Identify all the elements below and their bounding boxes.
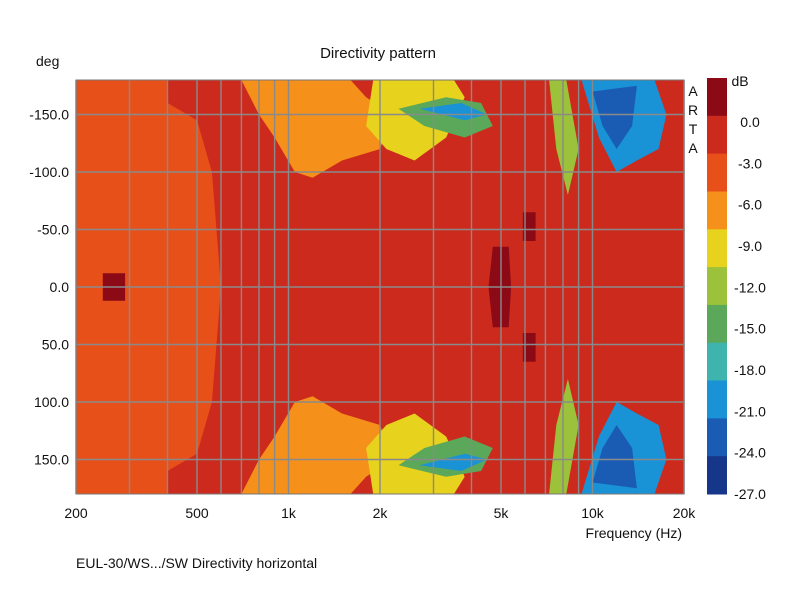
x-tick-label-4: 5k	[494, 505, 510, 521]
x-tick-label-6: 20k	[673, 505, 697, 521]
colorbar-label-7: -21.0	[734, 403, 766, 419]
heatmap-contour-5	[241, 80, 393, 178]
colorbar-swatch-9	[707, 418, 727, 457]
colorbar-swatch-3	[707, 191, 727, 230]
colorbar-label-9: -27.0	[734, 486, 766, 502]
colorbar-unit: dB	[731, 73, 748, 89]
x-tick-label-0: 200	[64, 505, 88, 521]
colorbar-label-5: -15.0	[734, 321, 766, 337]
y-tick-label-3: 0.0	[50, 279, 70, 295]
grid-lines	[75, 79, 685, 495]
plot-frame	[75, 79, 685, 495]
colorbar-swatch-8	[707, 380, 727, 419]
x-tick-label-2: 1k	[281, 505, 297, 521]
heatmap-contour-18	[592, 425, 637, 489]
y-tick-label-6: 150.0	[34, 452, 69, 468]
x-tick-label-1: 500	[185, 505, 209, 521]
x-tick-labels: 200 500 1k 2k 5k 10k 20k	[64, 505, 696, 521]
chart-footer: EUL-30/WS.../SW Directivity horizontal	[76, 555, 318, 571]
colorbar-label-3: -9.0	[738, 238, 762, 254]
colorbar-swatch-7	[707, 342, 727, 381]
colorbar-label-4: -12.0	[734, 279, 766, 295]
colorbar-label-2: -6.0	[738, 197, 762, 213]
y-tick-labels: -150.0 -100.0 -50.0 0.0 50.0 100.0 150.0	[29, 107, 69, 468]
arta-letter-2: T	[689, 121, 698, 137]
colorbar-swatch-10	[707, 456, 727, 495]
y-axis-label: deg	[36, 53, 59, 69]
y-tick-label-5: 100.0	[34, 394, 69, 410]
y-tick-label-1: -100.0	[29, 164, 69, 180]
x-tick-label-3: 2k	[373, 505, 389, 521]
heatmap-contour-14	[549, 379, 579, 494]
heatmap-contour-3	[522, 212, 536, 241]
heatmap-contour-11	[419, 103, 488, 121]
colorbar-label-0: 0.0	[740, 114, 760, 130]
colorbar-label-1: -3.0	[738, 155, 762, 171]
colorbar	[707, 78, 727, 495]
x-tick-label-5: 10k	[581, 505, 605, 521]
arta-letter-1: R	[688, 102, 698, 118]
x-axis-label: Frequency (Hz)	[586, 525, 682, 541]
colorbar-swatch-1	[707, 115, 727, 155]
heatmap-contour-17	[592, 85, 637, 149]
y-tick-label-0: -150.0	[29, 107, 69, 123]
arta-letter-3: A	[688, 140, 698, 156]
heatmap-contour-13	[549, 80, 579, 195]
colorbar-swatch-0	[707, 78, 727, 117]
colorbar-label-6: -18.0	[734, 362, 766, 378]
chart-title: Directivity pattern	[320, 45, 436, 62]
arta-letter-0: A	[688, 83, 698, 99]
colorbar-labels: 0.0 -3.0 -6.0 -9.0 -12.0 -15.0 -18.0 -21.0 -24.0…	[734, 114, 766, 502]
colorbar-swatch-6	[707, 304, 727, 344]
colorbar-label-8: -24.0	[734, 445, 766, 461]
heatmap-contour-6	[241, 396, 393, 494]
colorbar-swatch-5	[707, 267, 727, 306]
colorbar-swatch-4	[707, 229, 727, 268]
heatmap-contour-12	[419, 453, 488, 471]
colorbar-swatch-2	[707, 153, 727, 192]
y-tick-label-4: 50.0	[42, 337, 69, 353]
heatmap-contour-4	[522, 333, 536, 362]
y-tick-label-2: -50.0	[37, 222, 69, 238]
